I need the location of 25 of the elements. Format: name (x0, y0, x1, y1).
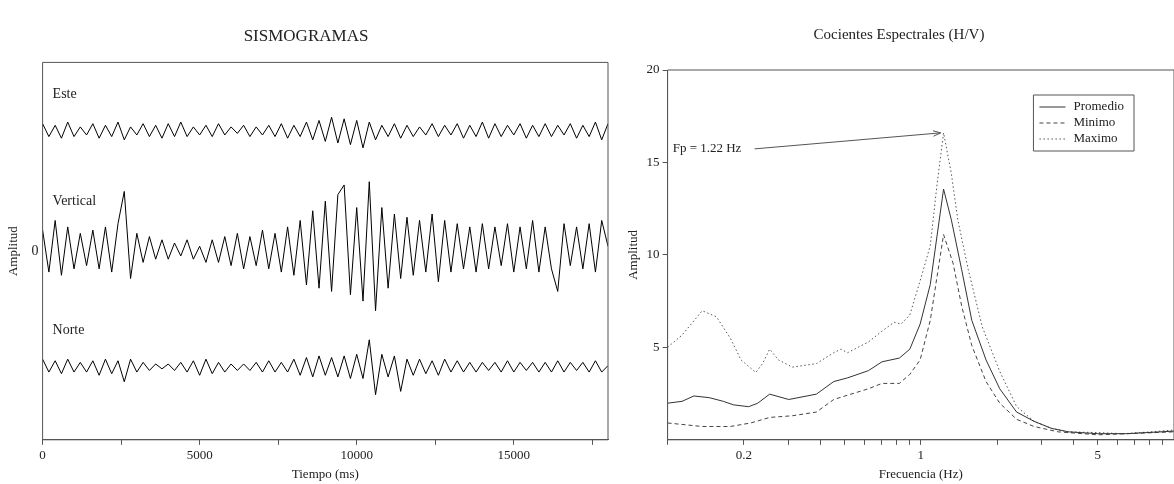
legend-label: Maximo (1073, 130, 1118, 146)
y-tick-label: 15 (646, 153, 660, 169)
x-tick-label: 15000 (497, 447, 531, 463)
y-tick-label: 5 (653, 338, 660, 354)
x-axis-title: Tiempo (ms) (291, 465, 359, 481)
text: 0 (31, 242, 39, 258)
x-tick-label: 0.2 (735, 447, 752, 463)
y-tick-label: 20 (646, 61, 660, 77)
series-label: Este (52, 86, 77, 102)
y-axis-title: Amplitud (625, 229, 641, 280)
x-tick-label: 1 (917, 447, 925, 463)
y-tick-label: 10 (646, 246, 660, 262)
x-tick-label: 0 (39, 447, 46, 463)
annotation: Fp = 1.22 Hz (672, 140, 742, 156)
chart-title: Cocientes Espectrales (H/V) (813, 25, 985, 43)
y-axis-title: Amplitud (5, 225, 21, 277)
legend-label: Minimo (1073, 114, 1116, 130)
x-tick-label: 10000 (340, 447, 373, 463)
series-label: Vertical (52, 192, 97, 208)
chart-title: SISMOGRAMAS (243, 25, 369, 45)
x-tick-label: 5000 (186, 447, 213, 463)
legend-label: Promedio (1073, 98, 1125, 114)
series-label: Norte (52, 321, 85, 337)
x-axis-title: Frecuencia (Hz) (878, 465, 963, 481)
x-tick-label: 5 (1094, 447, 1102, 463)
